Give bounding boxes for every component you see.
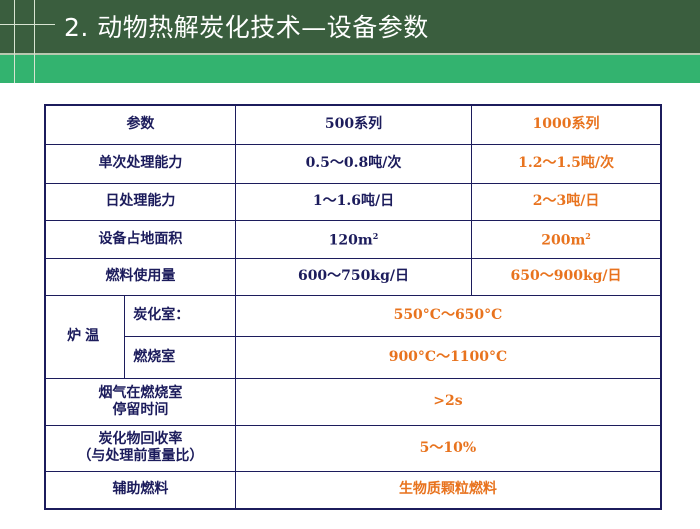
header-1000: 1000系列 (471, 104, 662, 145)
table-row: 单次处理能力 0.5～0.8吨/次 1.2～1.5吨/次 (44, 143, 662, 184)
value-1000: 1.2～1.5吨/次 (471, 143, 662, 184)
sub-param-cell: 燃烧室 (124, 335, 236, 379)
param-cell: 烟气在燃烧室 停留时间 (44, 377, 236, 426)
param-line: 烟气在燃烧室 (98, 384, 183, 401)
value-1000: 2～3吨/日 (471, 182, 662, 221)
value-500: 1～1.6吨/日 (234, 182, 473, 221)
merged-value: 550°C～650°C (234, 294, 662, 337)
merged-value: 生物质颗粒燃料 (234, 470, 662, 510)
divider (0, 53, 700, 55)
param-cell: 燃料使用量 (44, 257, 236, 296)
header-param: 参数 (44, 104, 236, 145)
table-row: 烟气在燃烧室 停留时间 >2s (44, 377, 662, 426)
merged-value: >2s (234, 377, 662, 426)
accent-band (0, 55, 700, 83)
table-row: 燃烧室 900°C～1100°C (45, 335, 662, 379)
value-text: 120m (328, 232, 373, 249)
superscript: 2 (372, 231, 379, 242)
title-bar (0, 0, 700, 53)
table-row: 日处理能力 1～1.6吨/日 2～3吨/日 (44, 182, 662, 221)
table-row: 辅助燃料 生物质颗粒燃料 (44, 470, 662, 510)
value-500: 600～750kg/日 (234, 257, 473, 296)
value-text: 200m (541, 232, 586, 249)
table-row: 炭化物回收率 （与处理前重量比） 5～10% (44, 424, 662, 472)
value-500: 120m2 (234, 219, 473, 259)
param-line: （与处理前重量比） (77, 448, 204, 464)
superscript: 2 (585, 231, 591, 242)
param-cell: 单次处理能力 (44, 143, 236, 184)
param-cell: 日处理能力 (44, 182, 236, 221)
decor-line (34, 0, 35, 83)
parameter-table: 参数 500系列 1000系列 单次处理能力 0.5～0.8吨/次 1.2～1.… (44, 104, 662, 510)
furnace-temp-label: 炉温 (44, 294, 126, 379)
slide-title: 2. 动物热解炭化技术—设备参数 (64, 13, 429, 42)
decor-line (0, 24, 55, 25)
merged-value: 5～10% (234, 424, 662, 472)
header-500: 500系列 (234, 104, 473, 145)
value-1000: 200m2 (471, 219, 662, 259)
param-line: 炭化物回收率 (98, 431, 183, 447)
table-row: 设备占地面积 120m2 200m2 (44, 219, 662, 259)
param-line: 停留时间 (112, 401, 169, 418)
value-500: 0.5～0.8吨/次 (234, 143, 473, 184)
value-1000: 650～900kg/日 (471, 257, 662, 296)
merged-value: 900°C～1100°C (234, 335, 662, 379)
table-header-row: 参数 500系列 1000系列 (44, 104, 662, 145)
param-cell: 辅助燃料 (44, 470, 236, 510)
table-row: 燃料使用量 600～750kg/日 650～900kg/日 (44, 257, 662, 296)
sub-param-cell: 炭化室： (124, 294, 236, 337)
table-row: 炉温 炭化室： 550°C～650°C (44, 294, 662, 379)
param-cell: 炭化物回收率 （与处理前重量比） (44, 424, 236, 472)
decor-line (14, 0, 15, 83)
param-cell: 设备占地面积 (44, 219, 236, 259)
